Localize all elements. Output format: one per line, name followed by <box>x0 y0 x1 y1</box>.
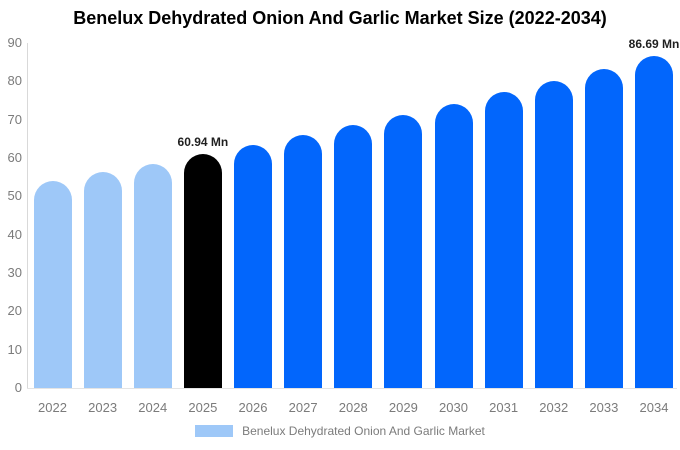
x-tick-label-2028: 2028 <box>338 400 368 415</box>
y-tick-label-20: 20 <box>7 303 22 319</box>
bar-2032[interactable] <box>534 80 573 388</box>
x-tick-label-2027: 2027 <box>288 400 318 415</box>
bar-2026[interactable] <box>234 144 272 388</box>
bar-2029[interactable] <box>384 115 423 388</box>
y-tick-label-60: 60 <box>7 150 22 165</box>
y-tick-label-10: 10 <box>7 341 22 357</box>
bar-2027[interactable] <box>284 135 323 388</box>
y-tick-label-70: 70 <box>7 111 22 127</box>
bar-2025[interactable] <box>183 154 222 388</box>
x-tick-label-2023: 2023 <box>88 400 118 415</box>
bar-2028[interactable] <box>334 125 373 388</box>
legend-item[interactable]: Benelux Dehydrated Onion And Garlic Mark… <box>195 424 485 438</box>
y-tick-label-30: 30 <box>7 265 22 280</box>
data-label-2034: 86.69 Mn <box>628 36 680 51</box>
bar-2022[interactable] <box>33 181 72 388</box>
x-tick-label-2034: 2034 <box>639 400 669 415</box>
bar-2033[interactable] <box>584 68 623 388</box>
data-label-2025: 60.94 Mn <box>177 135 229 150</box>
x-tick-label-2022: 2022 <box>38 400 67 415</box>
legend-swatch <box>195 425 234 437</box>
x-tick-label-2026: 2026 <box>238 400 268 415</box>
bar-2024[interactable] <box>133 163 172 388</box>
x-axis-line <box>27 388 677 389</box>
x-tick-label-2029: 2029 <box>388 400 418 415</box>
y-tick-label-40: 40 <box>7 226 22 242</box>
x-tick-label-2024: 2024 <box>138 400 168 415</box>
legend-label: Benelux Dehydrated Onion And Garlic Mark… <box>242 424 485 438</box>
chart-title: Benelux Dehydrated Onion And Garlic Mark… <box>73 8 607 28</box>
x-tick-label-2031: 2031 <box>489 400 519 415</box>
y-tick-label-50: 50 <box>7 188 22 204</box>
x-tick-label-2030: 2030 <box>439 400 468 415</box>
bar-2031[interactable] <box>484 92 523 388</box>
bar-2034[interactable] <box>635 55 673 388</box>
bar-2023[interactable] <box>83 172 122 388</box>
bar-2030[interactable] <box>434 104 473 388</box>
x-tick-label-2025: 2025 <box>188 400 218 415</box>
x-tick-label-2033: 2033 <box>589 400 619 415</box>
y-tick-label-90: 90 <box>7 35 22 50</box>
y-tick-label-80: 80 <box>7 73 22 89</box>
x-tick-label-2032: 2032 <box>539 400 569 415</box>
y-axis-line <box>27 43 28 388</box>
legend: Benelux Dehydrated Onion And Garlic Mark… <box>0 424 680 438</box>
y-tick-label-0: 0 <box>14 380 22 395</box>
